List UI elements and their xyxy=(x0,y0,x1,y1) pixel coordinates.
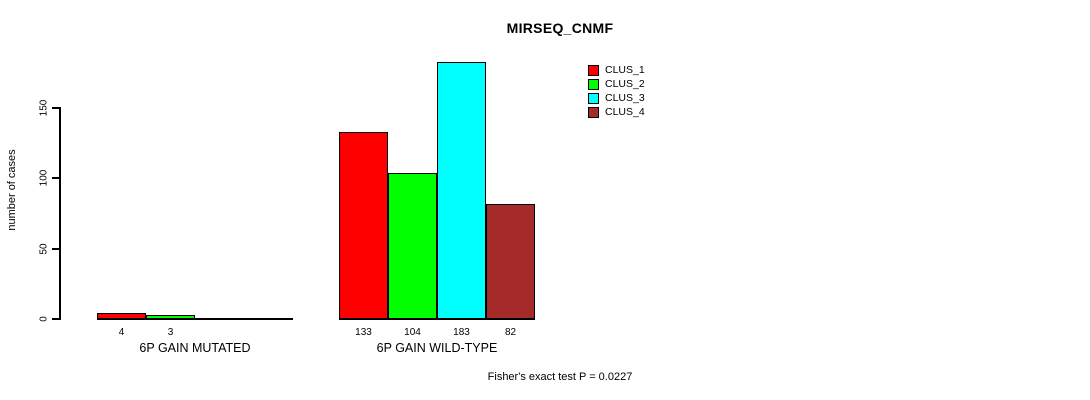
group-baseline xyxy=(97,318,293,320)
chart-title: MIRSEQ_CNMF xyxy=(506,20,614,36)
bar-clus_1 xyxy=(339,132,388,319)
legend-swatch-clus_3 xyxy=(588,92,599,104)
bar-clus_3 xyxy=(437,62,486,319)
bar-clus_4 xyxy=(486,204,535,319)
legend-swatch-clus_4 xyxy=(588,106,599,118)
stats-annotation: Fisher's exact test P = 0.0227 xyxy=(487,371,633,383)
bar-clus_2 xyxy=(146,315,195,319)
bar-clus_2 xyxy=(388,173,437,319)
bar-value-label: 183 xyxy=(453,327,470,338)
y-axis-line xyxy=(59,107,61,320)
bar-value-label: 4 xyxy=(118,327,125,338)
bar-clus_1 xyxy=(97,313,146,319)
y-tick-label: 150 xyxy=(38,99,50,117)
legend-label: CLUS_3 xyxy=(605,92,645,104)
legend-item: CLUS_3 xyxy=(588,91,645,105)
legend-swatch-clus_1 xyxy=(588,64,599,76)
legend-swatch-clus_2 xyxy=(588,78,599,90)
y-tick-label: 0 xyxy=(38,316,50,322)
y-axis-tick xyxy=(52,177,59,179)
y-tick-label: 100 xyxy=(38,169,50,187)
group-baseline xyxy=(339,318,535,320)
legend-label: CLUS_1 xyxy=(605,64,645,76)
y-axis-label: number of cases xyxy=(6,149,18,231)
category-label: 6P GAIN MUTATED xyxy=(139,341,251,355)
y-axis-tick xyxy=(52,248,59,250)
legend-item: CLUS_4 xyxy=(588,105,645,119)
bar-value-label: 3 xyxy=(167,327,174,338)
y-axis-tick xyxy=(52,107,59,109)
legend-item: CLUS_2 xyxy=(588,77,645,91)
bar-value-label: 104 xyxy=(404,327,421,338)
legend: CLUS_1 CLUS_2 CLUS_3 CLUS_4 xyxy=(588,63,645,119)
bar-value-label: 133 xyxy=(355,327,372,338)
bar-value-label: 82 xyxy=(504,327,517,338)
y-tick-label: 50 xyxy=(38,243,50,255)
legend-label: CLUS_4 xyxy=(605,106,645,118)
y-axis-tick xyxy=(52,318,59,320)
category-label: 6P GAIN WILD-TYPE xyxy=(376,341,498,355)
legend-item: CLUS_1 xyxy=(588,63,645,77)
legend-label: CLUS_2 xyxy=(605,78,645,90)
